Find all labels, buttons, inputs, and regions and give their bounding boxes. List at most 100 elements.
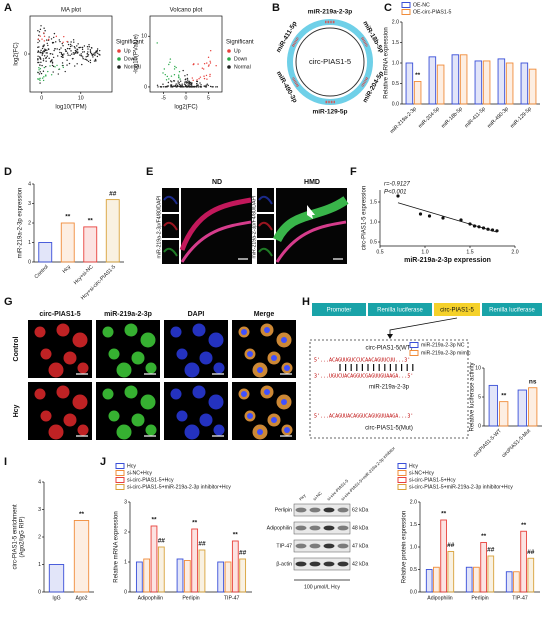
size-label: 48 kDa bbox=[352, 525, 369, 531]
point bbox=[68, 62, 71, 65]
point bbox=[92, 56, 94, 58]
point bbox=[157, 86, 159, 88]
point bbox=[87, 60, 90, 63]
protein-label: TIP-47 bbox=[276, 543, 292, 549]
point bbox=[79, 54, 81, 56]
construct-label: Renilla luciferase bbox=[377, 308, 423, 314]
band bbox=[323, 543, 335, 549]
bar bbox=[520, 530, 527, 593]
micrograph-small bbox=[162, 214, 179, 238]
point bbox=[215, 64, 217, 67]
arrowhead bbox=[387, 334, 393, 339]
legend-label: OE-circ-PIAS1-5 bbox=[413, 9, 451, 15]
y-tick-label: 3 bbox=[28, 201, 31, 207]
legend-label: Down bbox=[124, 56, 137, 62]
point bbox=[41, 77, 44, 79]
y-tick-label: 0.5 bbox=[410, 567, 417, 573]
point bbox=[37, 30, 39, 32]
point bbox=[185, 81, 187, 83]
bar bbox=[83, 226, 98, 263]
point bbox=[93, 60, 96, 62]
significance-label: ## bbox=[158, 538, 166, 545]
point bbox=[50, 38, 53, 40]
legend-swatch bbox=[115, 484, 125, 490]
point bbox=[99, 49, 101, 52]
bar bbox=[73, 520, 90, 593]
point bbox=[83, 51, 85, 53]
point bbox=[89, 61, 92, 64]
point bbox=[76, 48, 78, 50]
cell bbox=[176, 348, 188, 360]
legend-swatch bbox=[397, 463, 407, 469]
plot-frame bbox=[149, 15, 223, 93]
significance-label: ** bbox=[481, 533, 487, 540]
point bbox=[43, 76, 45, 78]
point bbox=[38, 46, 40, 48]
point bbox=[168, 78, 170, 80]
point bbox=[42, 45, 45, 48]
stain-signal bbox=[179, 197, 252, 251]
point bbox=[190, 81, 192, 84]
stain-label: miR-219a-2-3p/F4/80/DAPI bbox=[251, 196, 257, 259]
point bbox=[199, 76, 202, 78]
point bbox=[56, 64, 58, 67]
nucleus bbox=[257, 429, 263, 435]
nucleus bbox=[271, 355, 277, 361]
cell bbox=[116, 362, 132, 378]
point bbox=[177, 80, 179, 82]
point bbox=[82, 57, 84, 60]
micrograph-small bbox=[257, 214, 274, 238]
point bbox=[170, 85, 172, 87]
point bbox=[206, 78, 208, 80]
point bbox=[69, 45, 72, 48]
point bbox=[209, 75, 211, 78]
point bbox=[89, 49, 92, 51]
lane-label: si-NC bbox=[312, 491, 323, 502]
point bbox=[46, 55, 48, 57]
bar bbox=[176, 558, 184, 593]
point bbox=[180, 86, 182, 88]
point bbox=[46, 42, 48, 45]
band bbox=[337, 525, 349, 531]
point bbox=[61, 62, 64, 64]
point bbox=[203, 77, 206, 80]
bar bbox=[239, 558, 247, 593]
point bbox=[81, 51, 84, 53]
micrograph-small bbox=[257, 240, 274, 264]
bar bbox=[513, 571, 520, 593]
legend-swatch bbox=[397, 484, 407, 490]
y-axis-label: circ-PIAS1-5 enrichment bbox=[13, 504, 19, 569]
point bbox=[73, 53, 75, 56]
point-cloud bbox=[37, 25, 101, 84]
cell bbox=[34, 326, 46, 338]
bar bbox=[488, 384, 498, 427]
point bbox=[189, 86, 191, 88]
bar bbox=[505, 571, 513, 593]
point bbox=[209, 73, 211, 76]
point bbox=[179, 80, 182, 82]
significance-label: ** bbox=[88, 218, 94, 225]
point bbox=[84, 58, 86, 60]
panel-letter: D bbox=[4, 166, 12, 178]
cell bbox=[116, 424, 132, 440]
point bbox=[93, 54, 95, 56]
point bbox=[427, 214, 432, 218]
size-label: 42 kDa bbox=[352, 561, 369, 567]
bar bbox=[231, 540, 239, 593]
point bbox=[89, 50, 92, 52]
panel-letter: C bbox=[384, 2, 392, 14]
y-tick-label: 4 bbox=[38, 479, 41, 485]
cell bbox=[72, 332, 88, 348]
bar bbox=[528, 387, 538, 427]
legend-label: OE-NC bbox=[413, 2, 430, 8]
point bbox=[96, 49, 98, 52]
point bbox=[98, 53, 100, 56]
point bbox=[45, 65, 47, 68]
point bbox=[71, 45, 73, 47]
blot-strip bbox=[293, 539, 351, 553]
x-tick-label: Ago2 bbox=[75, 595, 87, 601]
band bbox=[309, 543, 321, 549]
significance-label: ## bbox=[487, 547, 495, 554]
nucleus bbox=[247, 413, 253, 419]
point bbox=[481, 226, 486, 230]
